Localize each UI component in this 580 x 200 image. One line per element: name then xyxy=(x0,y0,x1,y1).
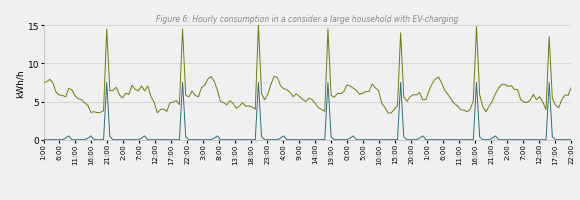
Y-axis label: kWh/h: kWh/h xyxy=(16,69,25,97)
Title: Figure 6: Hourly consumption in a consider a large household with EV-charging: Figure 6: Hourly consumption in a consid… xyxy=(156,15,459,24)
